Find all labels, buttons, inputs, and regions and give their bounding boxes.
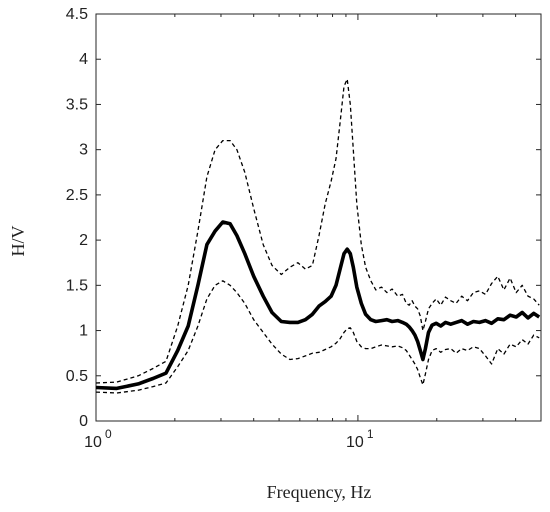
y-tick-label: 2 [79,232,88,249]
y-tick-label: 0.5 [66,368,88,385]
x-tick-base: 10 [346,434,364,451]
lower-dashed-line [96,280,540,394]
y-tick-label: 4 [79,51,88,68]
x-tick-label: 10 1 [346,427,374,451]
x-tick-exponent: 1 [367,427,374,441]
x-tick-exponent: 0 [105,427,112,441]
y-tick-label: 2.5 [66,187,88,204]
y-tick-label: 1 [79,323,88,340]
y-tick-label: 3 [79,142,88,159]
x-axis-label: Frequency, Hz [267,482,372,502]
x-tick-base: 10 [84,434,102,451]
y-axis-label: H/V [8,226,28,257]
plot-frame [95,13,542,422]
y-tick-label: 0 [79,413,88,430]
x-tick-label: 10 0 [84,427,112,451]
upper-dashed-line [96,78,540,384]
plot-box [95,13,542,422]
y-tick-label: 4.5 [66,6,88,23]
y-axis-ticks: 0 0.5 1 1.5 2 2.5 3 3.5 4 4.5 [66,6,541,430]
mean-solid-line [96,220,541,391]
y-tick-label: 1.5 [66,277,88,294]
y-tick-label: 3.5 [66,96,88,113]
series-layer [96,78,541,394]
x-axis-ticks: 10 0 10 1 [84,14,542,451]
